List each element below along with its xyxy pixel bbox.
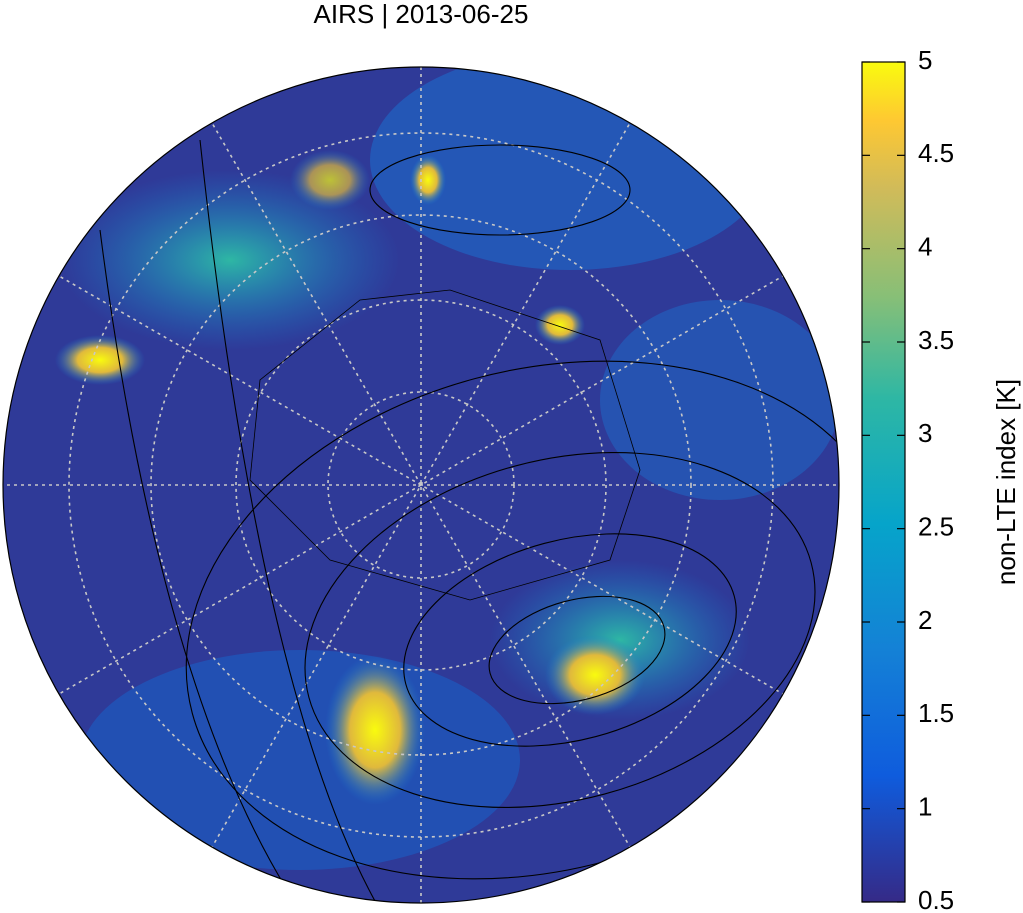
map-hotspot: [325, 655, 425, 805]
map-hotspot: [545, 635, 645, 715]
map-region: [80, 650, 520, 870]
map-region: [600, 300, 839, 500]
colorbar: [861, 61, 906, 903]
map-hotspot: [535, 305, 585, 345]
map-hotspot: [410, 155, 446, 205]
map-hotspot: [290, 150, 370, 210]
colorbar-tick-label: 1: [918, 792, 932, 822]
contours: [99, 139, 839, 903]
colorbar-tick-label: 4: [918, 232, 932, 262]
map-border: [2, 66, 840, 904]
colorbar-tick-label: 1.5: [918, 698, 954, 728]
lat-lon-grid: [3, 67, 839, 903]
map-region: [60, 170, 400, 350]
colorbar-tick-label: 4.5: [918, 138, 954, 168]
colorbar-tick-label: 3.5: [918, 325, 954, 355]
colorbar-tick-label: 2.5: [918, 512, 954, 542]
colorbar-tick-label: 3: [918, 418, 932, 448]
colorbar-tick-label: 0.5: [918, 885, 954, 913]
chart-title: AIRS | 2013-06-25: [314, 0, 529, 29]
colorbar-tick-label: 2: [918, 605, 932, 635]
colorbar-label: non-LTE index [K]: [991, 379, 1021, 585]
coastline: [249, 289, 641, 601]
colorbar-tick-label: 5: [918, 45, 932, 75]
map: [3, 67, 839, 903]
map-hotspot: [55, 335, 145, 385]
